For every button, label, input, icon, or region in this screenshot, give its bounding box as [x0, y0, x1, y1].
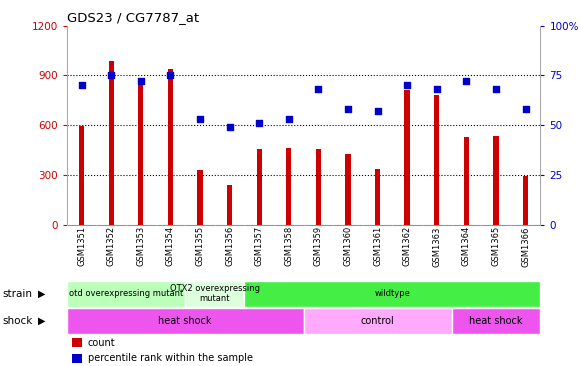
Text: otd overexpressing mutant: otd overexpressing mutant	[69, 289, 183, 298]
Bar	[345, 154, 350, 225]
Text: wildtype: wildtype	[374, 289, 410, 298]
Bar	[523, 176, 528, 225]
Bar	[451, 308, 540, 335]
Text: GSM1353: GSM1353	[137, 226, 145, 266]
Point	[166, 72, 175, 78]
Bar	[257, 149, 262, 225]
Text: GDS23 / CG7787_at: GDS23 / CG7787_at	[67, 11, 199, 25]
Point	[492, 86, 501, 92]
Text: GSM1362: GSM1362	[403, 226, 412, 266]
Text: count: count	[88, 338, 115, 348]
Bar	[245, 281, 540, 307]
Bar	[71, 354, 82, 363]
Text: strain: strain	[3, 289, 33, 299]
Text: control: control	[361, 316, 394, 326]
Point	[77, 83, 86, 89]
Text: GSM1354: GSM1354	[166, 226, 175, 266]
Point	[521, 107, 530, 112]
Bar	[404, 90, 410, 225]
Text: GSM1360: GSM1360	[343, 226, 353, 266]
Point	[195, 116, 205, 122]
Text: GSM1351: GSM1351	[77, 226, 86, 266]
Bar	[138, 83, 144, 225]
Point	[462, 79, 471, 85]
Point	[403, 83, 412, 89]
Point	[343, 107, 353, 112]
Point	[106, 72, 116, 78]
Text: GSM1358: GSM1358	[284, 226, 293, 266]
Text: heat shock: heat shock	[469, 316, 523, 326]
Text: GSM1361: GSM1361	[373, 226, 382, 266]
Text: GSM1355: GSM1355	[195, 226, 205, 266]
Point	[225, 124, 234, 130]
Point	[284, 116, 293, 122]
Bar	[185, 281, 245, 307]
Text: GSM1366: GSM1366	[521, 226, 530, 266]
Text: heat shock: heat shock	[159, 316, 212, 326]
Point	[373, 108, 382, 114]
Point	[254, 120, 264, 126]
Text: OTX2 overexpressing
mutant: OTX2 overexpressing mutant	[170, 284, 260, 303]
Bar	[464, 137, 469, 225]
Bar	[303, 308, 451, 335]
Point	[314, 86, 323, 92]
Text: GSM1352: GSM1352	[107, 226, 116, 266]
Bar	[67, 308, 303, 335]
Bar	[286, 148, 292, 225]
Text: GSM1356: GSM1356	[225, 226, 234, 266]
Bar	[67, 281, 185, 307]
Bar	[375, 169, 380, 225]
Point	[136, 79, 145, 85]
Text: shock: shock	[3, 316, 33, 326]
Text: percentile rank within the sample: percentile rank within the sample	[88, 353, 253, 363]
Text: GSM1357: GSM1357	[254, 226, 264, 266]
Bar	[434, 96, 439, 225]
Bar	[198, 170, 203, 225]
Bar	[79, 126, 84, 225]
Text: ▶: ▶	[38, 289, 45, 299]
Bar	[168, 69, 173, 225]
Bar	[315, 149, 321, 225]
Point	[432, 86, 442, 92]
Text: GSM1365: GSM1365	[492, 226, 500, 266]
Bar	[227, 185, 232, 225]
Text: ▶: ▶	[38, 316, 45, 326]
Text: GSM1363: GSM1363	[432, 226, 441, 266]
Bar	[109, 60, 114, 225]
Text: GSM1359: GSM1359	[314, 226, 323, 266]
Text: GSM1364: GSM1364	[462, 226, 471, 266]
Bar	[493, 136, 498, 225]
Bar	[71, 338, 82, 347]
